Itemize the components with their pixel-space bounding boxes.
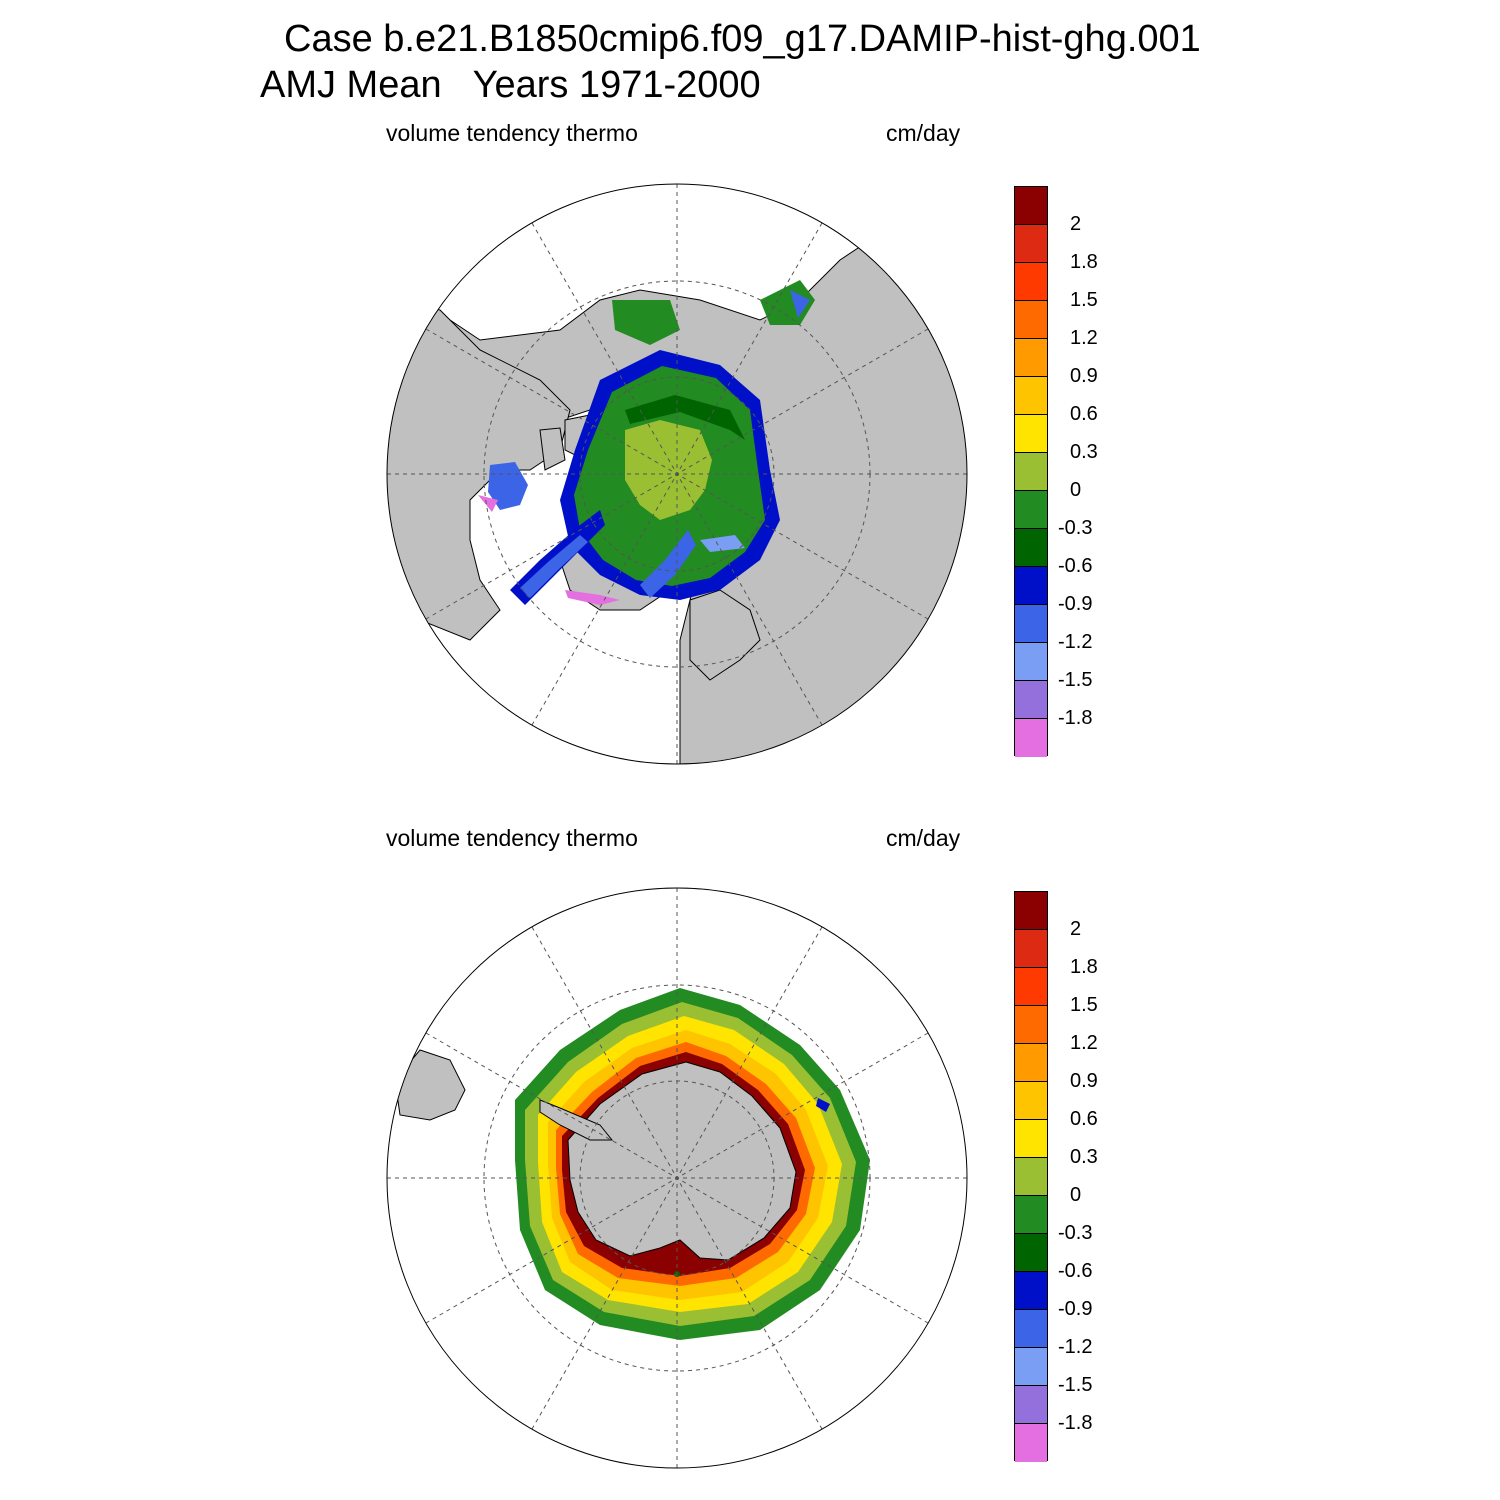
colorbar-swatch <box>1015 930 1047 968</box>
colorbar-swatch <box>1015 968 1047 1006</box>
period-title: AMJ Mean Years 1971-2000 <box>260 64 761 106</box>
colorbar-tick-label: -0.3 <box>1058 517 1093 539</box>
colorbar-swatch <box>1015 1272 1047 1310</box>
colorbar-swatch <box>1015 187 1047 225</box>
colorbar-tick-label: 1.8 <box>1070 251 1098 273</box>
colorbar-swatch <box>1015 491 1047 529</box>
colorbar-swatch <box>1015 1158 1047 1196</box>
colorbar-swatch <box>1015 301 1047 339</box>
colorbar-tick-label: 1.5 <box>1070 289 1098 311</box>
colorbar-tick-label: -0.9 <box>1058 1298 1093 1320</box>
colorbar-swatch <box>1015 377 1047 415</box>
colorbar-tick-label: 0.3 <box>1070 441 1098 463</box>
colorbar-swatch <box>1015 339 1047 377</box>
bering-ice <box>760 280 815 325</box>
colorbar-tick-label: -1.5 <box>1058 1374 1093 1396</box>
colorbar-tick-label: 0 <box>1070 479 1082 501</box>
colorbar-tick-label: 2 <box>1070 213 1082 235</box>
arctic-variable-label: volume tendency thermo <box>386 120 638 146</box>
colorbar-swatch <box>1015 225 1047 263</box>
arctic-ice-center <box>625 420 712 520</box>
colorbar-tick-label: -1.2 <box>1058 631 1093 653</box>
antarctic-map <box>386 887 968 1469</box>
colorbar-tick-label: -0.6 <box>1058 555 1093 577</box>
arctic-map <box>386 183 968 765</box>
okhotsk-ice <box>612 300 680 345</box>
antarctic-colorbar <box>1014 891 1048 1462</box>
colorbar-swatch <box>1015 1006 1047 1044</box>
colorbar-tick-label: 1.2 <box>1070 1032 1098 1054</box>
colorbar-tick-label: 1.2 <box>1070 327 1098 349</box>
colorbar-swatch <box>1015 719 1047 757</box>
antarctic-variable-label: volume tendency thermo <box>386 825 638 851</box>
antarctic-units-label: cm/day <box>886 825 961 851</box>
colorbar-tick-label: -1.5 <box>1058 669 1093 691</box>
land-scandinavia <box>689 589 761 681</box>
colorbar-swatch <box>1015 1386 1047 1424</box>
colorbar-tick-label: 2 <box>1070 918 1082 940</box>
colorbar-swatch <box>1015 1348 1047 1386</box>
colorbar-tick-label: -1.8 <box>1058 707 1093 729</box>
arctic-colorbar <box>1014 186 1048 757</box>
colorbar-swatch <box>1015 263 1047 301</box>
case-title: Case b.e21.B1850cmip6.f09_g17.DAMIP-hist… <box>284 18 1201 60</box>
colorbar-swatch <box>1015 567 1047 605</box>
colorbar-tick-label: 0.6 <box>1070 403 1098 425</box>
colorbar-swatch <box>1015 453 1047 491</box>
colorbar-swatch <box>1015 1120 1047 1158</box>
colorbar-tick-label: 1.8 <box>1070 956 1098 978</box>
colorbar-tick-label: 0 <box>1070 1184 1082 1206</box>
colorbar-swatch <box>1015 415 1047 453</box>
land-south-america <box>394 1049 466 1121</box>
colorbar-tick-label: -0.3 <box>1058 1222 1093 1244</box>
colorbar-swatch <box>1015 1196 1047 1234</box>
colorbar-tick-label: 0.9 <box>1070 365 1098 387</box>
colorbar-tick-label: -0.9 <box>1058 593 1093 615</box>
colorbar-swatch <box>1015 643 1047 681</box>
colorbar-tick-label: -1.2 <box>1058 1336 1093 1358</box>
arctic-units-label: cm/day <box>886 120 961 146</box>
colorbar-swatch <box>1015 605 1047 643</box>
colorbar-tick-label: -1.8 <box>1058 1412 1093 1434</box>
colorbar-tick-label: 0.3 <box>1070 1146 1098 1168</box>
colorbar-swatch <box>1015 681 1047 719</box>
colorbar-tick-label: 0.9 <box>1070 1070 1098 1092</box>
colorbar-swatch <box>1015 529 1047 567</box>
colorbar-swatch <box>1015 1310 1047 1348</box>
colorbar-tick-label: 0.6 <box>1070 1108 1098 1130</box>
colorbar-swatch <box>1015 1044 1047 1082</box>
colorbar-swatch <box>1015 1234 1047 1272</box>
colorbar-swatch <box>1015 1424 1047 1462</box>
land-antarctica <box>567 1061 797 1261</box>
colorbar-swatch <box>1015 1082 1047 1120</box>
colorbar-tick-label: -0.6 <box>1058 1260 1093 1282</box>
colorbar-swatch <box>1015 892 1047 930</box>
colorbar-tick-label: 1.5 <box>1070 994 1098 1016</box>
